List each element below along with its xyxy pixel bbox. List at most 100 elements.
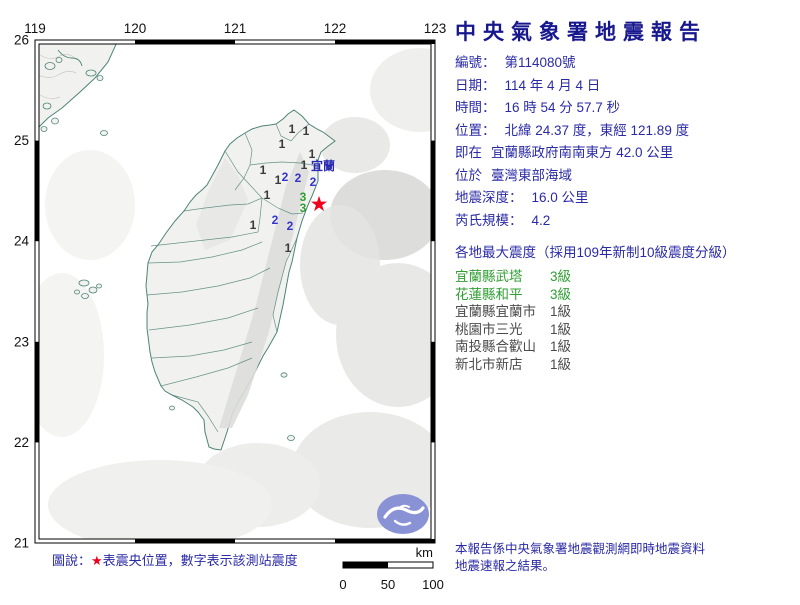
station-intensity-number: 1: [301, 158, 308, 172]
station-intensity-number: 1: [260, 163, 267, 177]
info-label: 時間：: [455, 100, 496, 115]
intensity-header: 各地最大震度（採用109年新制10級震度分級）: [455, 245, 736, 260]
info-value: 4.2: [531, 212, 551, 228]
info-value: 宜蘭縣政府南南東方 42.0 公里: [491, 145, 674, 160]
scale-tick-label: 100: [422, 577, 444, 592]
report-info-line: 時間： 16 時 54 分 57.7 秒: [455, 100, 795, 116]
intensity-station-name: 桃園市三光: [455, 321, 523, 337]
station-intensity-number: 1: [250, 218, 257, 232]
report-panel: 中央氣象署地震報告 編號： 第114080號 日期： 114 年 4 月 4 日 時…: [453, 0, 800, 600]
lon-tick-label: 122: [324, 21, 347, 36]
intensity-list: 宜蘭縣武塔 3級 花蓮縣和平 3級 宜蘭縣宜蘭市 1級 桃園市三光 1級 南投縣合歡山 1…: [455, 268, 755, 374]
station-intensity-number: 1: [303, 124, 310, 138]
lat-tick-label: 21: [14, 536, 29, 551]
report-info-line: 位於 臺灣東部海域: [455, 167, 795, 184]
map-area: ★ 宜蘭 km 圖說：★表震央位置，數字表示該測站震度 119 120 121 122…: [13, 21, 447, 592]
intensity-level: 1級: [550, 339, 572, 355]
info-label: 位於: [455, 167, 482, 183]
epicenter-star: ★: [310, 193, 329, 216]
intensity-level: 3級: [550, 286, 572, 302]
info-label: 芮氏規模：: [455, 212, 523, 228]
intensity-row: 宜蘭縣宜蘭市 1級: [455, 303, 755, 321]
legend-star-icon: ★: [91, 553, 103, 568]
map-frame: [34, 39, 436, 544]
station-intensity-number: 3: [300, 190, 307, 204]
station-intensity-number: 2: [287, 219, 294, 233]
info-label: 編號：: [455, 55, 496, 70]
intensity-level: 1級: [550, 321, 572, 337]
intensity-station-name: 南投縣合歡山: [455, 339, 536, 355]
intensity-station-name: 宜蘭縣宜蘭市: [455, 304, 536, 320]
info-value: 北緯 24.37 度，東經 121.89 度: [504, 122, 690, 138]
report-info: 編號： 第114080號 日期： 114 年 4 月 4 日 時間： 16 時 54 …: [455, 55, 795, 236]
city-label-yilan: 宜蘭: [311, 158, 335, 173]
report-title: 中央氣象署地震報告: [455, 21, 707, 44]
info-value: 16 時 54 分 57.7 秒: [504, 100, 621, 115]
intensity-row: 宜蘭縣武塔 3級: [455, 268, 755, 286]
station-intensity-number: 1: [285, 241, 292, 255]
legend-prefix: 圖說：: [52, 553, 91, 568]
station-intensity-number: 1: [279, 137, 286, 151]
scale-tick-label: 0: [339, 577, 346, 592]
info-label: 日期：: [455, 77, 496, 93]
info-value: 臺灣東部海域: [491, 167, 572, 183]
lon-tick-label: 121: [224, 21, 247, 36]
report-info-line: 芮氏規模： 4.2: [455, 212, 795, 229]
report-info-line: 地震深度： 16.0 公里: [455, 190, 795, 206]
lat-tick-label: 24: [14, 234, 30, 249]
matsu-islands: [40, 57, 108, 136]
penghu-islands: [74, 279, 102, 299]
scale-unit-label: km: [416, 545, 433, 560]
info-value: 16.0 公里: [531, 190, 589, 205]
station-intensity-number: 1: [275, 173, 282, 187]
scale-bar: km: [342, 545, 434, 569]
lat-tick-label: 23: [14, 334, 29, 349]
report-info-line: 即在 宜蘭縣政府南南東方 42.0 公里: [455, 145, 795, 161]
report-info-line: 編號： 第114080號: [455, 55, 795, 71]
taiwan-map: ★ 宜蘭 km 圖說：★表震央位置，數字表示該測站震度 119 120 121 122…: [13, 21, 447, 592]
mountain-relief-2: [196, 158, 248, 250]
intensity-level: 3級: [550, 269, 572, 284]
station-intensity-number: 2: [272, 213, 279, 227]
station-intensity-number: 1: [309, 147, 316, 161]
map-content: [39, 44, 431, 539]
report-info-line: 日期： 114 年 4 月 4 日: [455, 77, 795, 94]
intensity-level: 1級: [550, 356, 572, 372]
county-boundaries: [146, 123, 319, 433]
lat-tick-label: 25: [14, 133, 29, 148]
intensity-station-name: 宜蘭縣武塔: [455, 269, 523, 284]
scale-tick-label: 50: [381, 577, 395, 592]
intensity-row: 新北市新店 1級: [455, 356, 755, 374]
offshore-islets: [169, 372, 295, 441]
intensity-station-name: 新北市新店: [455, 356, 523, 372]
lat-tick-label: 22: [14, 435, 29, 450]
intensity-level: 1級: [550, 304, 572, 320]
intensity-row: 花蓮縣和平 3級: [455, 286, 755, 304]
cwa-logo: [377, 494, 429, 534]
lon-tick-label: 119: [24, 21, 46, 36]
station-intensity-number: 2: [310, 175, 317, 189]
station-intensity-number: 2: [282, 170, 289, 184]
intensity-row: 南投縣合歡山 1級: [455, 338, 755, 356]
lat-tick-label: 26: [14, 33, 29, 48]
legend: 圖說：★表震央位置，數字表示該測站震度: [52, 553, 298, 568]
intensity-station-name: 花蓮縣和平: [455, 286, 523, 302]
station-intensity-number: 1: [289, 122, 296, 136]
station-intensity-number: 3: [300, 201, 307, 215]
lon-tick-label: 123: [424, 21, 447, 36]
report-info-line: 位置： 北緯 24.37 度，東經 121.89 度: [455, 122, 795, 139]
info-label: 即在: [455, 145, 482, 160]
info-label: 位置：: [455, 122, 496, 138]
intensity-row: 桃園市三光 1級: [455, 321, 755, 339]
info-label: 地震深度：: [455, 190, 523, 205]
footer-line: 本報告係中央氣象署地震觀測網即時地震資料: [455, 542, 706, 556]
station-intensity-number: 2: [295, 171, 302, 185]
report-footer: 本報告係中央氣象署地震觀測網即時地震資料 地震速報之結果。: [455, 541, 705, 574]
footer-line: 地震速報之結果。: [455, 558, 556, 573]
mountain-relief: [219, 152, 309, 428]
legend-text: 表震央位置，數字表示該測站震度: [103, 553, 298, 568]
lon-tick-label: 120: [124, 21, 147, 36]
info-value: 114 年 4 月 4 日: [504, 77, 601, 93]
info-value: 第114080號: [504, 55, 576, 70]
